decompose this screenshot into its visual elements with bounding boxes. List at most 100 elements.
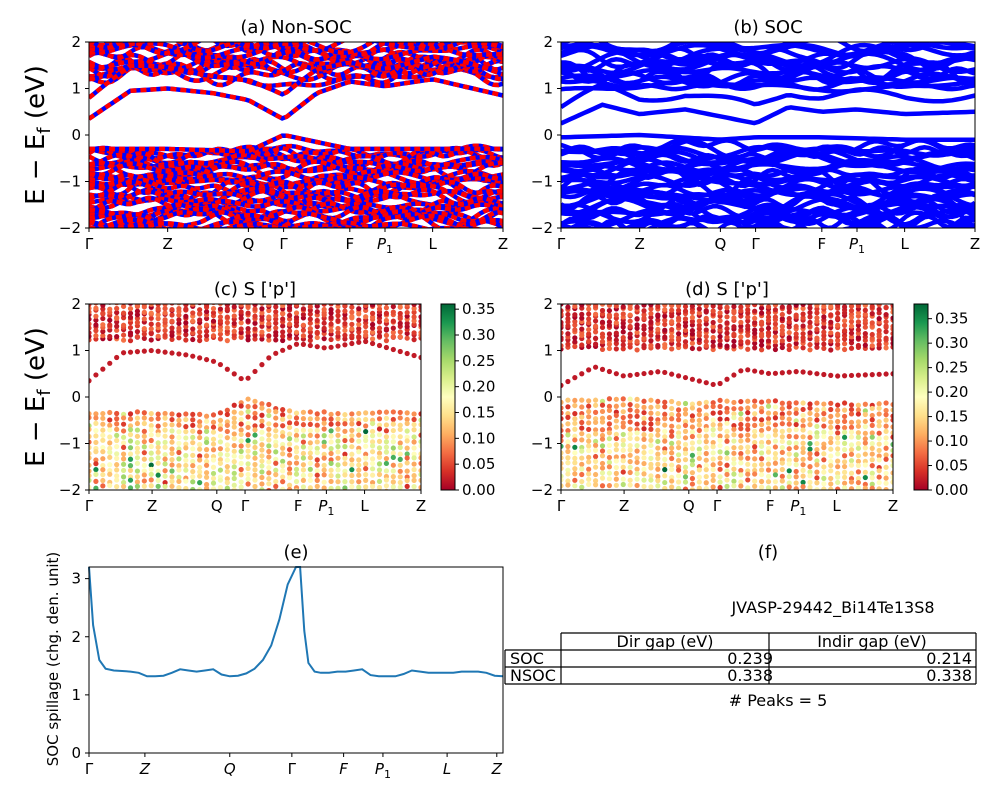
band-point (883, 487, 889, 490)
band-point (363, 437, 369, 444)
band-point (731, 315, 737, 321)
band-point (293, 471, 300, 477)
band-point (293, 420, 300, 426)
band-point (675, 400, 682, 407)
band-point (855, 319, 862, 325)
band-point (127, 349, 134, 355)
valence-band-overlay (89, 209, 503, 228)
band-point (828, 458, 834, 465)
band-point (404, 483, 410, 489)
band-point (675, 473, 682, 479)
band-point (703, 450, 709, 457)
band-point (328, 328, 334, 334)
band-point (273, 316, 279, 322)
band-point (592, 318, 599, 324)
band-point (579, 304, 585, 308)
band-point (662, 317, 668, 323)
band-point (293, 310, 300, 316)
band-point (772, 321, 779, 327)
band-point (245, 461, 251, 467)
band-point (369, 449, 376, 455)
band-point (634, 455, 640, 461)
band-point (675, 412, 682, 418)
band-point (717, 460, 723, 467)
band-point (620, 346, 626, 352)
band-point (321, 306, 327, 313)
band-point (176, 449, 182, 456)
band-point (821, 304, 827, 310)
band-point (572, 375, 578, 381)
band-point (841, 341, 848, 347)
band-point (682, 308, 689, 314)
band-point (224, 435, 230, 441)
band-point (224, 446, 230, 453)
band-point (224, 407, 230, 413)
band-point (337, 489, 339, 490)
band-point (772, 307, 779, 313)
band-point (155, 411, 161, 417)
band-point (203, 336, 210, 343)
band-point (89, 305, 92, 311)
band-point (814, 335, 820, 341)
band-point (710, 477, 716, 483)
band-point (411, 321, 417, 328)
band-point (203, 458, 210, 465)
band-point (301, 491, 306, 496)
band-point (342, 468, 348, 474)
band-point (162, 468, 168, 474)
band-point (273, 460, 279, 466)
x-tick-label: Z (888, 497, 898, 515)
band-point (120, 467, 127, 474)
band-point (586, 471, 592, 477)
band-point (724, 445, 730, 451)
y-tick-label: 0 (71, 126, 81, 144)
band-point (592, 438, 599, 445)
band-point (821, 457, 827, 463)
band-point (231, 304, 237, 306)
band-point (210, 333, 217, 339)
band-point (786, 484, 792, 490)
band-point (572, 483, 578, 489)
band-point (120, 440, 127, 446)
band-point (418, 432, 421, 438)
band-point (758, 304, 765, 307)
band-point (779, 323, 785, 330)
band-point (183, 352, 189, 358)
band-point (669, 411, 675, 418)
band-point (280, 445, 286, 451)
band-point (682, 464, 689, 470)
band-point (696, 412, 702, 418)
band-point (127, 304, 134, 306)
band-point (561, 433, 564, 439)
band-point (376, 333, 383, 339)
band-point (779, 466, 785, 473)
band-point (162, 410, 168, 417)
band-point (376, 409, 383, 415)
band-point (273, 309, 279, 315)
band-point (238, 466, 244, 473)
band-point (876, 423, 882, 429)
band-point (565, 443, 571, 450)
band-point (738, 467, 744, 474)
band-point (141, 428, 147, 434)
band-point (890, 447, 893, 454)
band-point (183, 323, 189, 330)
band-point (308, 294, 313, 299)
band-point (758, 427, 765, 434)
band-point (662, 404, 668, 410)
band-point (391, 490, 396, 495)
band-point (356, 334, 362, 340)
band-point (634, 421, 640, 427)
band-point (648, 461, 654, 467)
band-point (376, 450, 383, 456)
band-point (710, 308, 716, 314)
band-point (342, 417, 348, 423)
band-point (238, 375, 244, 382)
band-point (190, 417, 196, 423)
band-point (231, 487, 237, 490)
band-point (377, 496, 382, 501)
band-point (169, 478, 175, 485)
band-point (293, 449, 300, 455)
band-point (724, 409, 730, 415)
band-point (134, 479, 141, 485)
